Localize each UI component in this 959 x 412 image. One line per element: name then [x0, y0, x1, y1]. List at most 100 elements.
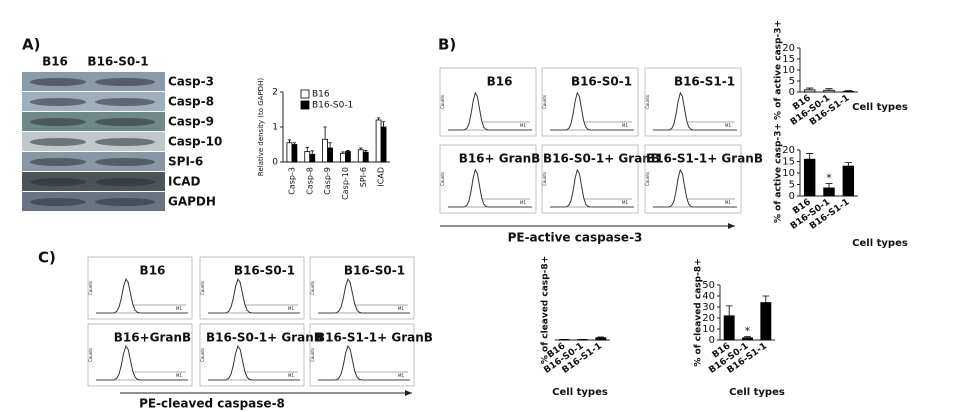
blot-band [95, 138, 155, 146]
y-tick-label: 1 [272, 123, 278, 133]
x-tick-label: Casp-3 [287, 167, 296, 195]
histogram-y-label: Counts [440, 95, 445, 109]
blot-band [95, 78, 155, 86]
error-bar [292, 142, 297, 145]
histogram-frame [199, 323, 305, 387]
histogram-frame [644, 144, 742, 214]
histogram-y-label: Counts [542, 95, 547, 109]
histogram-y-label: Counts [645, 95, 650, 109]
blot-lane [22, 172, 165, 191]
y-tick-label: 40 [702, 291, 715, 302]
histogram-title: B16+GranB [114, 331, 191, 345]
error-bar [744, 336, 751, 338]
gate-label: M1 [725, 200, 731, 205]
error-bar [346, 150, 350, 152]
bar [823, 187, 835, 197]
bar [304, 151, 311, 163]
histogram-frame [439, 67, 537, 137]
histogram-frame [644, 67, 742, 137]
bar [742, 337, 753, 341]
histogram-curve [318, 277, 410, 314]
bar [291, 144, 298, 163]
error-bar [376, 117, 381, 120]
blot-row-label: Casp-10 [168, 135, 222, 149]
y-tick-label: 50 [702, 280, 715, 291]
gate-label: M1 [288, 373, 294, 378]
bar [357, 149, 364, 163]
y-axis-label: % of cleaved casp-8+ [541, 256, 551, 364]
histogram-title: B16 [487, 75, 513, 89]
blot-band [30, 198, 86, 206]
gate-label: M1 [520, 123, 526, 128]
histogram-curve [208, 344, 300, 381]
histogram-title: B16-S0-1+ GranB [206, 331, 323, 345]
bar [340, 152, 346, 163]
histogram-frame [87, 323, 193, 387]
y-tick-label: 5 [789, 180, 795, 191]
y-tick-label: 20 [782, 145, 795, 156]
bar [842, 90, 855, 93]
blot-lane [22, 72, 165, 91]
flow-x-label: PE-cleaved caspase-8 [139, 397, 285, 411]
annotation: * [826, 171, 832, 184]
y-axis-label: % of cleaved casp-8+ [694, 258, 704, 366]
bar [375, 119, 382, 163]
y-tick-label: 0 [789, 87, 795, 98]
histogram-title: B16-S1-1+ GranB [646, 152, 763, 166]
histogram-title: B16-S0-1 [571, 75, 632, 89]
gate-label: M1 [725, 123, 731, 128]
bar [380, 126, 387, 163]
error-bar [725, 305, 733, 316]
blot-row-label: Casp-9 [168, 115, 214, 129]
x-tick-label: ICAD [377, 167, 386, 187]
x-axis-label: Cell types [729, 387, 785, 398]
x-tick-label: Casp-10 [341, 167, 350, 200]
legend-swatch [300, 100, 310, 110]
bar [723, 315, 735, 341]
histogram-frame [87, 256, 193, 320]
blot-band [95, 158, 155, 166]
histogram-frame [309, 323, 415, 387]
y-tick-label: 10 [782, 168, 795, 179]
error-bar [844, 90, 852, 92]
blot-band [30, 138, 86, 146]
histogram-frame [541, 144, 639, 214]
bar [362, 151, 369, 163]
arrow-head [405, 390, 412, 396]
bar [823, 89, 835, 93]
annotation: * [745, 325, 751, 338]
blot-band [95, 118, 155, 126]
blot-band [30, 158, 86, 166]
gate-label: M1 [622, 200, 628, 205]
error-bar [364, 150, 368, 153]
panel-label: C) [38, 249, 56, 267]
histogram-y-label: Counts [200, 348, 205, 362]
bar [803, 89, 816, 93]
histogram-title: B16-S1-1 [674, 75, 735, 89]
error-bar [844, 162, 852, 167]
gate-label: M1 [176, 373, 182, 378]
flow-x-label: PE-active caspase-3 [508, 231, 643, 245]
gate-label: M1 [520, 200, 526, 205]
y-tick-label: 15 [782, 157, 795, 168]
gate-label: M1 [398, 306, 404, 311]
bar [803, 158, 816, 197]
gate-label: M1 [398, 373, 404, 378]
blot-column-label: B16 [42, 55, 68, 69]
blot-row-label: Casp-3 [168, 75, 214, 89]
error-bar [323, 126, 327, 140]
y-tick-label: 0 [272, 158, 278, 168]
bar [327, 147, 333, 163]
histogram-frame [199, 256, 305, 320]
blot-band [95, 98, 155, 106]
error-bar [597, 336, 605, 338]
error-bar [287, 139, 292, 143]
histogram-title: B16-S0-1+ GranB [543, 152, 660, 166]
panel-label: B) [438, 36, 456, 54]
histogram-y-label: Counts [200, 281, 205, 295]
x-tick-label: SPI-6 [359, 167, 368, 187]
y-axis-label: % of active casp-3+ [774, 20, 784, 120]
histogram-frame [541, 67, 639, 137]
blot-band [30, 178, 86, 186]
arrow-head [728, 223, 735, 229]
